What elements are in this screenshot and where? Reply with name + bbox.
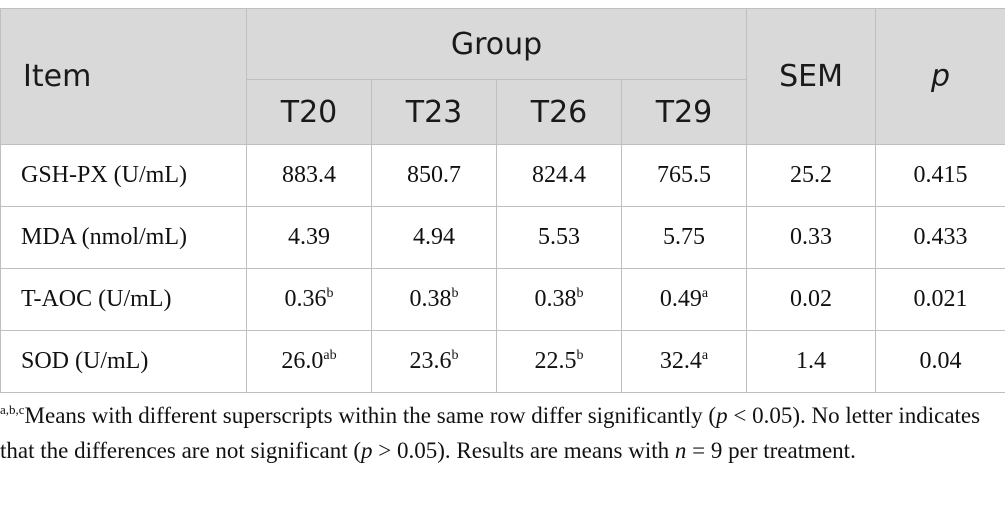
header-row-1: Item Group SEM p	[0, 8, 1005, 145]
cell-p: 0.04	[875, 330, 1005, 393]
cell-value: 0.38b	[496, 268, 622, 331]
group-header-t23: T23	[371, 79, 497, 145]
table-row: SOD (U/mL) 26.0ab 23.6b 22.5b 32.4a 1.4 …	[0, 330, 1005, 393]
row-label: GSH-PX (U/mL)	[0, 144, 247, 207]
cell-sem: 0.33	[746, 206, 877, 269]
cell-value: 0.49a	[620, 268, 748, 331]
cell-p: 0.433	[875, 206, 1005, 269]
cell-value: 4.39	[246, 206, 372, 269]
table-row: MDA (nmol/mL) 4.39 4.94 5.53 5.75 0.33 0…	[0, 206, 1005, 269]
cell-value: 824.4	[496, 144, 622, 207]
cell-value: 850.7	[371, 144, 497, 207]
cell-value: 5.53	[496, 206, 622, 269]
cell-value: 32.4a	[620, 330, 748, 393]
table-footnote: a,b,cMeans with different superscripts w…	[0, 402, 981, 463]
cell-value: 4.94	[371, 206, 497, 269]
footnote-superscript: a,b,c	[0, 402, 25, 417]
cell-value: 23.6b	[371, 330, 497, 393]
group-header-t26: T26	[496, 79, 622, 145]
sem-header: SEM	[746, 8, 877, 145]
results-table: Item Group SEM p T20 T23 T26 T29 GSH-PX …	[0, 8, 1005, 393]
cell-value: 5.75	[620, 206, 748, 269]
cell-sem: 1.4	[746, 330, 877, 393]
cell-sem: 0.02	[746, 268, 877, 331]
cell-sem: 25.2	[746, 144, 877, 207]
cell-value: 22.5b	[496, 330, 622, 393]
row-label: MDA (nmol/mL)	[0, 206, 247, 269]
cell-value: 26.0ab	[246, 330, 372, 393]
item-header: Item	[0, 8, 247, 145]
cell-value: 883.4	[246, 144, 372, 207]
row-label: T-AOC (U/mL)	[0, 268, 247, 331]
group-header: Group	[245, 8, 748, 80]
table-row: T-AOC (U/mL) 0.36b 0.38b 0.38b 0.49a 0.0…	[0, 268, 1005, 331]
cell-value: 765.5	[620, 144, 748, 207]
cell-value: 0.38b	[371, 268, 497, 331]
row-label: SOD (U/mL)	[0, 330, 247, 393]
cell-p: 0.415	[875, 144, 1005, 207]
group-header-t20: T20	[246, 79, 372, 145]
group-header-t29: T29	[620, 79, 748, 145]
p-header: p	[875, 8, 1005, 145]
cell-value: 0.36b	[246, 268, 372, 331]
header-row-2: T20 T23 T26 T29	[1, 79, 1005, 145]
table-row: GSH-PX (U/mL) 883.4 850.7 824.4 765.5 25…	[0, 144, 1005, 207]
cell-p: 0.021	[875, 268, 1005, 331]
